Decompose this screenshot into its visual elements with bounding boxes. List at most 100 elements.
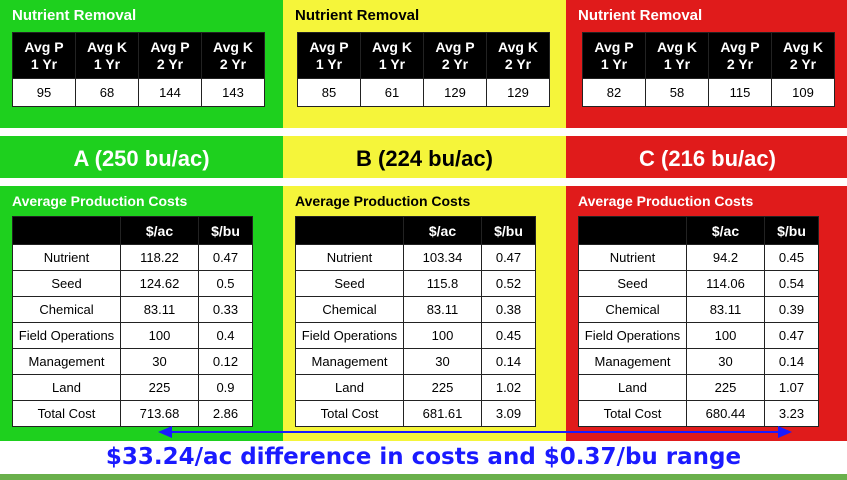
- production-costs-title: Average Production Costs: [295, 193, 471, 209]
- nutrient-value: 61: [360, 78, 424, 107]
- cost-per-bushel: 0.47: [198, 244, 253, 271]
- cost-header: [578, 216, 687, 245]
- nutrient-value: 115: [708, 78, 772, 107]
- row-label: Field Operations: [12, 322, 121, 349]
- cost-per-acre: 124.62: [120, 270, 199, 297]
- production-costs-title: Average Production Costs: [578, 193, 754, 209]
- nutrient-value: 109: [771, 78, 835, 107]
- column-c-costs: Average Production Costs $/ac $/bu Nutri…: [566, 186, 847, 441]
- column-c-band: C (216 bu/ac): [566, 136, 847, 178]
- row-label: Management: [12, 348, 121, 375]
- footer-divider: [0, 474, 847, 480]
- table-row: Field Operations 100 0.4: [12, 322, 253, 349]
- row-label: Nutrient: [12, 244, 121, 271]
- column-a-costs: Average Production Costs $/ac $/bu Nutri…: [0, 186, 283, 441]
- production-costs-title: Average Production Costs: [12, 193, 188, 209]
- cost-per-acre: 713.68: [120, 400, 199, 427]
- row-label: Seed: [578, 270, 687, 297]
- cost-header: $/bu: [198, 216, 253, 245]
- cost-header: [295, 216, 404, 245]
- row-label: Land: [12, 374, 121, 401]
- table-row: Management 30 0.14: [295, 348, 536, 375]
- cost-per-bushel: 0.45: [764, 244, 819, 271]
- row-label: Total Cost: [12, 400, 121, 427]
- row-label: Nutrient: [295, 244, 404, 271]
- range-arrow-left-head: [158, 426, 172, 438]
- cost-per-bushel: 0.47: [481, 244, 536, 271]
- nutrient-removal-title: Nutrient Removal: [578, 7, 703, 24]
- nutrient-value: 144: [138, 78, 202, 107]
- production-costs-table: $/ac $/bu Nutrient 94.2 0.45 Seed 114.06 0.5…: [578, 216, 819, 427]
- nutrient-value: 85: [297, 78, 361, 107]
- cost-per-bushel: 0.39: [764, 296, 819, 323]
- cost-per-acre: 103.34: [403, 244, 482, 271]
- cost-per-acre: 115.8: [403, 270, 482, 297]
- cost-per-acre: 100: [120, 322, 199, 349]
- cost-per-bushel: 0.4: [198, 322, 253, 349]
- table-row: Nutrient 103.34 0.47: [295, 244, 536, 271]
- table-row: Land 225 1.02: [295, 374, 536, 401]
- production-costs-table: $/ac $/bu Nutrient 103.34 0.47 Seed 115.8 0.…: [295, 216, 536, 427]
- cost-per-acre: 30: [403, 348, 482, 375]
- cost-per-acre: 114.06: [686, 270, 765, 297]
- cost-header: $/ac: [403, 216, 482, 245]
- cost-per-bushel: 1.07: [764, 374, 819, 401]
- cost-per-acre: 225: [686, 374, 765, 401]
- table-row: Field Operations 100 0.47: [578, 322, 819, 349]
- nutrient-value: 143: [201, 78, 265, 107]
- column-a-band: A (250 bu/ac): [0, 136, 283, 178]
- nutrient-value: 129: [486, 78, 550, 107]
- table-row: Nutrient 94.2 0.45: [578, 244, 819, 271]
- column-b-band: B (224 bu/ac): [283, 136, 566, 178]
- nutrient-removal-title: Nutrient Removal: [295, 7, 420, 24]
- table-row: Seed 114.06 0.54: [578, 270, 819, 297]
- cost-per-bushel: 1.02: [481, 374, 536, 401]
- row-label: Field Operations: [578, 322, 687, 349]
- range-arrow-right-head: [778, 426, 792, 438]
- row-label: Field Operations: [295, 322, 404, 349]
- column-b-costs: Average Production Costs $/ac $/bu Nutri…: [283, 186, 566, 441]
- cost-per-bushel: 3.23: [764, 400, 819, 427]
- production-costs-table: $/ac $/bu Nutrient 118.22 0.47 Seed 124.62 0…: [12, 216, 253, 427]
- nutrient-removal-title: Nutrient Removal: [12, 7, 137, 24]
- cost-per-bushel: 2.86: [198, 400, 253, 427]
- cost-per-bushel: 0.47: [764, 322, 819, 349]
- cost-per-acre: 680.44: [686, 400, 765, 427]
- cost-per-acre: 225: [403, 374, 482, 401]
- cost-per-bushel: 0.9: [198, 374, 253, 401]
- cost-per-acre: 94.2: [686, 244, 765, 271]
- table-row: Chemical 83.11 0.33: [12, 296, 253, 323]
- nutrient-value: 58: [645, 78, 709, 107]
- cost-header: $/bu: [764, 216, 819, 245]
- row-label: Total Cost: [578, 400, 687, 427]
- cost-per-bushel: 0.38: [481, 296, 536, 323]
- cost-difference-caption: $33.24/ac difference in costs and $0.37/…: [105, 444, 742, 470]
- scenario-label-b: B (224 bu/ac): [356, 146, 493, 171]
- table-row: Chemical 83.11 0.39: [578, 296, 819, 323]
- cost-per-bushel: 3.09: [481, 400, 536, 427]
- nutrient-value: 95: [12, 78, 76, 107]
- cost-per-acre: 83.11: [403, 296, 482, 323]
- row-label: Total Cost: [295, 400, 404, 427]
- table-row: Total Cost 681.61 3.09: [295, 400, 536, 427]
- table-row: Field Operations 100 0.45: [295, 322, 536, 349]
- row-label: Chemical: [578, 296, 687, 323]
- cost-header: [12, 216, 121, 245]
- cost-per-acre: 225: [120, 374, 199, 401]
- table-row: Land 225 0.9: [12, 374, 253, 401]
- cost-per-bushel: 0.52: [481, 270, 536, 297]
- table-row: Total Cost 680.44 3.23: [578, 400, 819, 427]
